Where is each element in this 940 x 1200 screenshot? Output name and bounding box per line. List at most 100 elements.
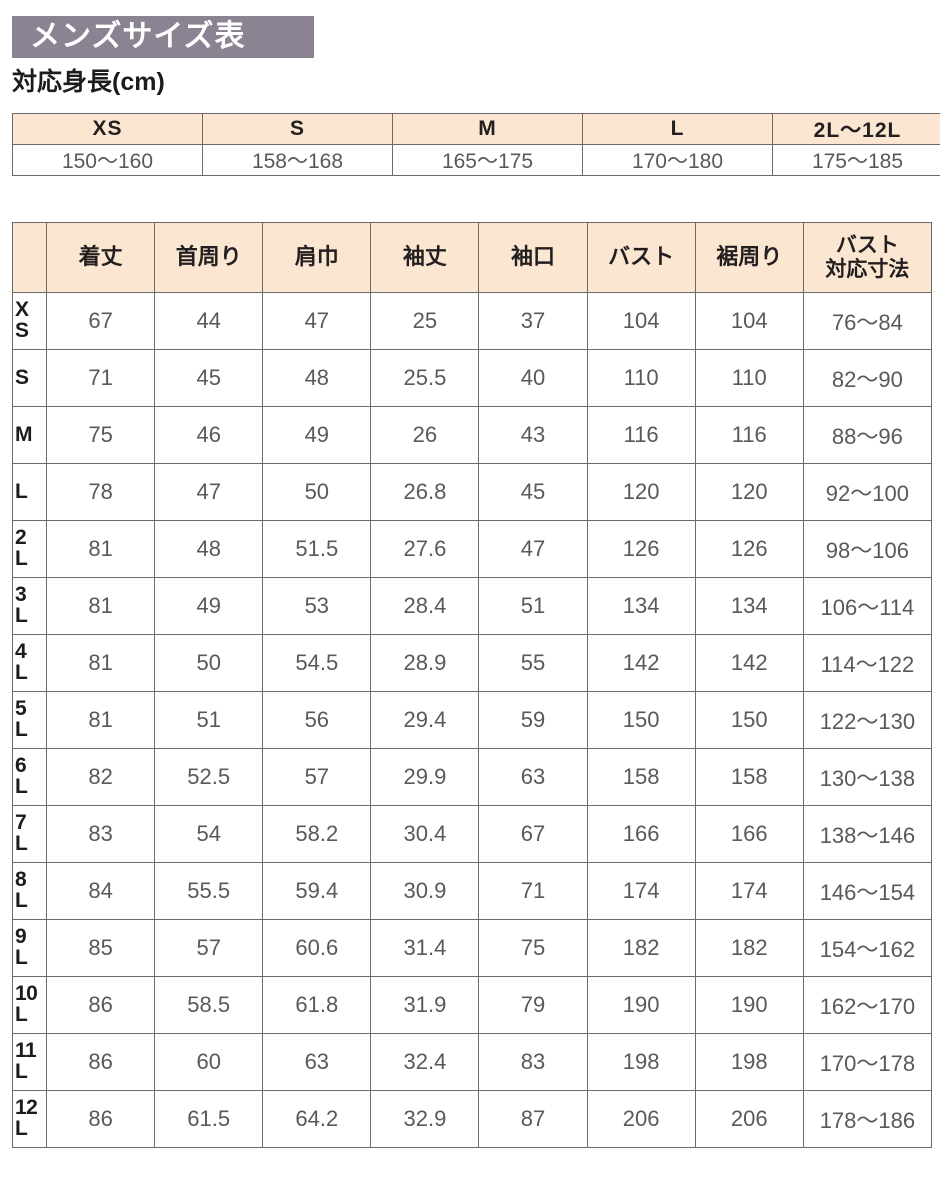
measurement-header-line: 袖丈: [402, 244, 447, 270]
measurement-cell: 30.9: [370, 862, 480, 920]
measurement-cell: 174: [586, 862, 696, 920]
measurement-cell: 122〜130: [802, 691, 933, 749]
measurement-cell: 67: [46, 292, 156, 350]
measurement-cell: 43: [478, 406, 588, 464]
measurement-cell: 26.8: [370, 463, 480, 521]
measurement-cell: 134: [586, 577, 696, 635]
measurement-cell: 47: [478, 520, 588, 578]
measurement-cell: 54.5: [262, 634, 372, 692]
measurement-cell: 110: [586, 349, 696, 407]
measurement-cell: 60: [154, 1033, 264, 1091]
row-size-label-line: L: [15, 604, 28, 627]
measurement-cell: 57: [154, 919, 264, 977]
table-row: 4 L 81 50 54.5 28.9 55 142 142 114〜122: [11, 634, 933, 692]
measurement-header-cell: 袖口: [478, 222, 588, 293]
measurement-cell: 106〜114: [802, 577, 933, 635]
measurement-header-cell: 首周り: [154, 222, 264, 293]
measurement-cell: 138〜146: [802, 805, 933, 863]
row-size-label: 10 L: [11, 976, 48, 1034]
measurement-cell: 46: [154, 406, 264, 464]
table-row: X S 67 44 47 25 37 104 104 76〜84: [11, 292, 933, 350]
measurement-cell: 146〜154: [802, 862, 933, 920]
measurement-cell: 198: [586, 1033, 696, 1091]
measurement-cell: 52.5: [154, 748, 264, 806]
height-size-cell: 2L〜12L: [772, 113, 940, 145]
measurement-cell: 82〜90: [802, 349, 933, 407]
measurement-cell: 60.6: [262, 919, 372, 977]
measurement-cell: 61.5: [154, 1090, 264, 1148]
row-size-label-line: 11: [15, 1039, 37, 1063]
page-title-banner: メンズサイズ表: [12, 16, 314, 58]
measurement-cell: 47: [154, 463, 264, 521]
table-row: 9 L 85 57 60.6 31.4 75 182 182 154〜162: [11, 919, 933, 977]
measurement-cell: 28.9: [370, 634, 480, 692]
measurement-cell: 126: [694, 520, 804, 578]
measurement-cell: 71: [46, 349, 156, 407]
measurement-cell: 78: [46, 463, 156, 521]
measurement-cell: 154〜162: [802, 919, 933, 977]
row-size-label-line: L: [15, 661, 28, 684]
table-row: L 78 47 50 26.8 45 120 120 92〜100: [11, 463, 933, 521]
measurement-cell: 104: [586, 292, 696, 350]
measurement-cell: 84: [46, 862, 156, 920]
measurement-cell: 116: [694, 406, 804, 464]
row-size-label-line: 12: [15, 1096, 38, 1120]
measurement-cell: 85: [46, 919, 156, 977]
measurement-header-cell: 着丈: [46, 222, 156, 293]
measurement-cell: 178〜186: [802, 1090, 933, 1148]
measurement-cell: 25: [370, 292, 480, 350]
measurement-cell: 92〜100: [802, 463, 933, 521]
height-range-cell: 170〜180: [582, 144, 773, 176]
measurement-cell: 126: [586, 520, 696, 578]
measurement-cell: 30.4: [370, 805, 480, 863]
measurement-cell: 206: [694, 1090, 804, 1148]
measurement-header-cell: バスト: [586, 222, 696, 293]
measurement-header-cell: 袖丈: [370, 222, 480, 293]
measurement-cell: 54: [154, 805, 264, 863]
height-table: XS S M L 2L〜12L 150〜160 158〜168 165〜175 …: [12, 113, 940, 176]
row-size-label-line: X: [15, 298, 29, 322]
measurement-cell: 55.5: [154, 862, 264, 920]
measurement-cell: 49: [262, 406, 372, 464]
measurement-table: 着丈 首周り 肩巾 袖丈 袖口 バスト 裾周り バスト 対応寸法 X S 67 44 47 25 37 104…: [11, 222, 933, 1148]
row-size-label-line: 2: [15, 526, 27, 550]
row-size-label-line: L: [15, 946, 28, 969]
measurement-cell: 150: [694, 691, 804, 749]
measurement-cell: 51: [154, 691, 264, 749]
measurement-cell: 57: [262, 748, 372, 806]
measurement-cell: 63: [478, 748, 588, 806]
measurement-cell: 88〜96: [802, 406, 933, 464]
measurement-cell: 83: [46, 805, 156, 863]
measurement-cell: 190: [694, 976, 804, 1034]
measurement-header-line: 首周り: [175, 244, 242, 270]
measurement-cell: 37: [478, 292, 588, 350]
page-title: メンズサイズ表: [30, 20, 246, 53]
measurement-cell: 25.5: [370, 349, 480, 407]
table-row: 10 L 86 58.5 61.8 31.9 79 190 190 162〜170: [11, 976, 933, 1034]
table-row: 8 L 84 55.5 59.4 30.9 71 174 174 146〜154: [11, 862, 933, 920]
measurement-cell: 40: [478, 349, 588, 407]
measurement-cell: 166: [694, 805, 804, 863]
measurement-cell: 45: [478, 463, 588, 521]
measurement-cell: 120: [694, 463, 804, 521]
measurement-cell: 174: [694, 862, 804, 920]
measurement-cell: 182: [586, 919, 696, 977]
row-size-label-line: L: [15, 718, 28, 741]
measurement-cell: 198: [694, 1033, 804, 1091]
row-size-label-line: L: [15, 889, 28, 912]
measurement-cell: 64.2: [262, 1090, 372, 1148]
measurement-cell: 28.4: [370, 577, 480, 635]
table-row: 6 L 82 52.5 57 29.9 63 158 158 130〜138: [11, 748, 933, 806]
measurement-cell: 81: [46, 634, 156, 692]
measurement-cell: 86: [46, 1090, 156, 1148]
measurement-cell: 116: [586, 406, 696, 464]
measurement-cell: 81: [46, 520, 156, 578]
table-row: 5 L 81 51 56 29.4 59 150 150 122〜130: [11, 691, 933, 749]
measurement-cell: 67: [478, 805, 588, 863]
height-section-label: 対応身長(cm): [12, 68, 165, 96]
table-row: 2 L 81 48 51.5 27.6 47 126 126 98〜106: [11, 520, 933, 578]
table-row: 3 L 81 49 53 28.4 51 134 134 106〜114: [11, 577, 933, 635]
measurement-cell: 50: [262, 463, 372, 521]
row-size-label-line: 4: [15, 640, 27, 664]
